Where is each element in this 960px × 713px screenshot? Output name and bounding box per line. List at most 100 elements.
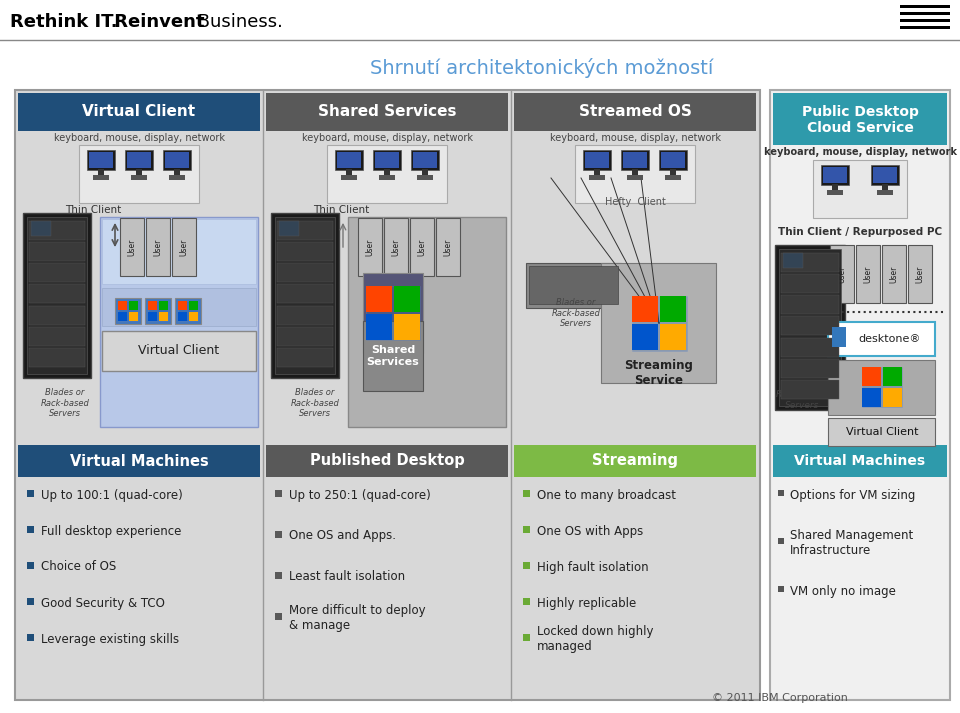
Bar (327, 145, 447, 203)
Text: Thin Client: Thin Client (313, 205, 370, 215)
Bar (159, 312, 168, 321)
Bar (136, 169, 142, 175)
Bar (115, 298, 141, 324)
Bar (670, 169, 676, 175)
Text: Shared Services: Shared Services (318, 105, 456, 120)
Bar (89, 152, 113, 168)
Bar (594, 169, 600, 175)
Bar (583, 150, 611, 170)
Bar (660, 324, 686, 350)
Bar (883, 367, 902, 386)
Bar (18, 93, 260, 131)
Bar (394, 286, 420, 312)
Bar (832, 327, 846, 347)
Bar (169, 175, 185, 180)
Text: Blades or
Rack-based
Servers: Blades or Rack-based Servers (40, 388, 89, 418)
Text: User: User (890, 265, 899, 282)
Text: One OS with Apps: One OS with Apps (537, 525, 643, 538)
Bar (348, 217, 506, 427)
Text: Leverage existing skills: Leverage existing skills (41, 632, 180, 645)
Bar (589, 175, 605, 180)
Bar (31, 221, 51, 236)
Text: Good Security & TCO: Good Security & TCO (41, 597, 165, 610)
Bar (783, 253, 803, 268)
Text: keyboard, mouse, display, network: keyboard, mouse, display, network (301, 133, 472, 143)
Text: keyboard, mouse, display, network: keyboard, mouse, display, network (54, 133, 225, 143)
Bar (27, 526, 34, 533)
Text: User: User (154, 238, 162, 256)
Bar (93, 175, 109, 180)
Text: Published Desktop: Published Desktop (310, 453, 465, 468)
Bar (828, 360, 935, 415)
Bar (87, 150, 115, 170)
Bar (781, 316, 839, 335)
Text: Virtual Machines: Virtual Machines (795, 454, 925, 468)
Bar (410, 218, 434, 276)
Bar (781, 338, 839, 357)
Bar (277, 306, 333, 325)
Bar (862, 367, 881, 386)
Bar (373, 150, 401, 170)
Bar (175, 298, 201, 324)
Bar (148, 301, 168, 321)
Bar (422, 169, 428, 175)
Bar (346, 169, 352, 175)
Bar (29, 263, 85, 282)
Bar (661, 152, 685, 168)
Text: User: User (837, 265, 847, 282)
Bar (266, 445, 508, 477)
Bar (27, 217, 87, 374)
Bar (146, 218, 170, 276)
Text: Streaming: Streaming (592, 453, 678, 468)
Text: User: User (444, 238, 452, 256)
Bar (358, 218, 382, 276)
Text: Public Desktop
Cloud Service: Public Desktop Cloud Service (802, 105, 919, 135)
Bar (118, 301, 138, 321)
Bar (335, 150, 363, 170)
Bar (411, 150, 439, 170)
Bar (900, 29, 950, 33)
Bar (900, 23, 950, 26)
Bar (125, 150, 153, 170)
Text: Thin Client: Thin Client (65, 205, 121, 215)
Text: User: User (418, 238, 426, 256)
Text: Locked down highly
managed: Locked down highly managed (537, 625, 654, 653)
Text: Options for VM sizing: Options for VM sizing (790, 488, 916, 501)
Text: User: User (392, 238, 400, 256)
Bar (118, 301, 127, 310)
Bar (172, 218, 196, 276)
Bar (778, 586, 784, 592)
Bar (27, 562, 34, 569)
Bar (27, 490, 34, 497)
Bar (575, 145, 695, 203)
Bar (148, 312, 157, 321)
Bar (585, 152, 609, 168)
Text: Business.: Business. (192, 13, 283, 31)
Text: User: User (916, 265, 924, 282)
Text: User: User (366, 238, 374, 256)
Text: Shrnutí architektonických možností: Shrnutí architektonických možností (370, 58, 713, 78)
Text: One to many broadcast: One to many broadcast (537, 488, 676, 501)
Bar (266, 93, 508, 131)
Bar (102, 331, 256, 371)
Bar (145, 298, 171, 324)
Text: Rethink IT.: Rethink IT. (10, 13, 118, 31)
Bar (862, 388, 881, 407)
Bar (129, 301, 138, 310)
Bar (275, 490, 282, 497)
Bar (832, 184, 838, 190)
Bar (366, 314, 392, 340)
Text: Shared
Services: Shared Services (367, 345, 420, 366)
Text: Blades or
Rack-based
Servers: Blades or Rack-based Servers (552, 298, 600, 328)
Bar (275, 531, 282, 538)
Text: Full desktop experience: Full desktop experience (41, 525, 181, 538)
Bar (277, 242, 333, 261)
Bar (660, 296, 686, 322)
Bar (900, 19, 950, 22)
Bar (900, 9, 950, 11)
Text: Blades or
Rack-based
Servers: Blades or Rack-based Servers (291, 388, 340, 418)
Text: Shared Management
Infrastructure: Shared Management Infrastructure (790, 529, 913, 557)
Bar (18, 445, 260, 477)
Bar (523, 490, 530, 497)
Bar (882, 245, 906, 303)
